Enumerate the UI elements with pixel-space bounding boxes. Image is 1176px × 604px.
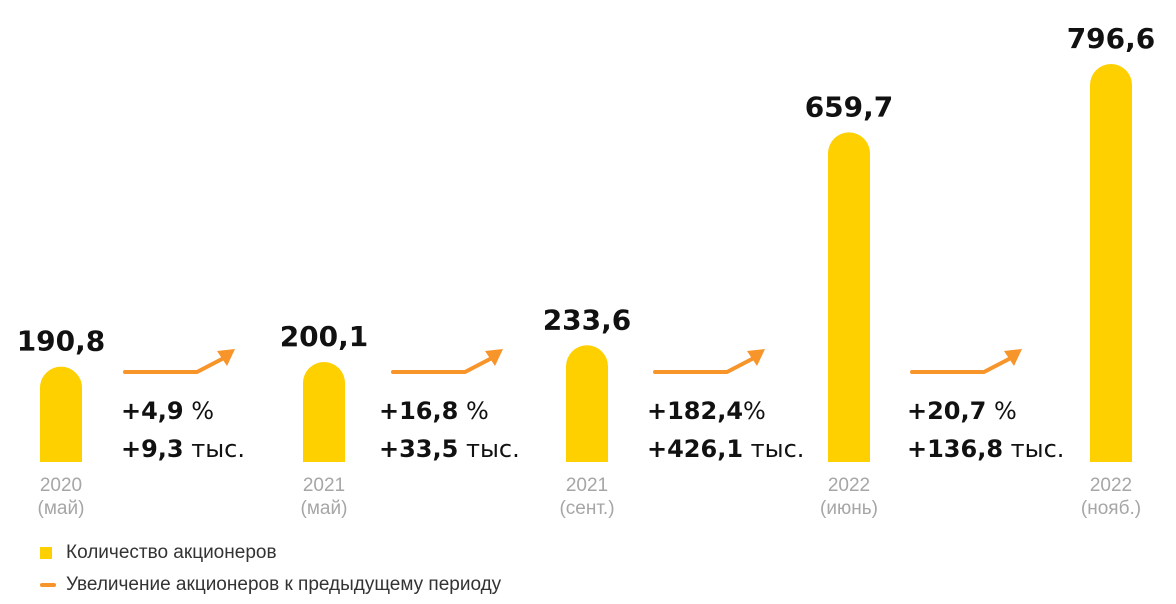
category-year-1: 2021 xyxy=(303,475,345,496)
legend-item-growth: Увеличение акционеров к предыдущему пери… xyxy=(40,572,501,598)
change-absolute-1: +33,5 тыс. xyxy=(379,435,520,463)
change-arrow-head-0 xyxy=(217,349,235,366)
value-label-4: 796,6 xyxy=(1067,22,1156,55)
legend-line-swatch xyxy=(40,583,56,587)
change-percent-unit-3: % xyxy=(986,397,1016,425)
bars-layer xyxy=(40,64,1132,462)
change-percent-value-0: +4,9 xyxy=(121,397,184,425)
change-arrow-line-0 xyxy=(123,357,224,374)
bar-4 xyxy=(1090,64,1132,462)
category-period-4: (нояб.) xyxy=(1081,498,1141,519)
legend-line-label: Увеличение акционеров к предыдущему пери… xyxy=(66,574,502,595)
change-percent-value-2: +182,4 xyxy=(647,397,743,425)
change-percent-3: +20,7 % xyxy=(907,397,1017,425)
change-absolute-3: +136,8 тыс. xyxy=(907,435,1064,463)
category-period-2: (сент.) xyxy=(559,498,614,519)
change-absolute-2: +426,1 тыс. xyxy=(647,435,804,463)
legend-bar-swatch xyxy=(40,547,52,559)
legend: Количество акционеров Увеличение акционе… xyxy=(40,540,501,604)
change-arrow-line-1 xyxy=(391,357,492,374)
value-label-3: 659,7 xyxy=(805,90,894,123)
legend-bar-label: Количество акционеров xyxy=(66,542,277,563)
category-year-3: 2022 xyxy=(828,475,870,496)
category-period-3: (июнь) xyxy=(820,498,878,519)
bar-2 xyxy=(566,345,608,462)
value-label-2: 233,6 xyxy=(543,303,632,336)
legend-item-bars: Количество акционеров xyxy=(40,540,501,566)
category-period-1: (май) xyxy=(301,498,348,519)
value-labels-layer: 190,8 200,1 233,6 659,7 796,6 xyxy=(17,22,1156,358)
category-year-2: 2021 xyxy=(566,475,608,496)
change-percent-2: +182,4% xyxy=(647,397,766,425)
change-absolute-unit-3: тыс. xyxy=(1003,435,1064,463)
change-labels-layer: +4,9 %+9,3 тыс.+16,8 %+33,5 тыс.+182,4%+… xyxy=(121,397,1064,463)
change-arrow-head-3 xyxy=(1004,349,1022,366)
change-percent-unit-1: % xyxy=(458,397,488,425)
change-absolute-unit-0: тыс. xyxy=(184,435,245,463)
change-percent-value-1: +16,8 xyxy=(379,397,458,425)
change-arrow-line-3 xyxy=(910,357,1011,374)
value-label-1: 200,1 xyxy=(280,320,369,353)
change-absolute-value-0: +9,3 xyxy=(121,435,184,463)
change-absolute-unit-2: тыс. xyxy=(743,435,804,463)
category-period-0: (май) xyxy=(38,498,85,519)
change-absolute-value-3: +136,8 xyxy=(907,435,1003,463)
change-arrow-head-1 xyxy=(485,349,503,366)
change-arrow-head-2 xyxy=(747,349,765,366)
category-year-0: 2020 xyxy=(40,475,82,496)
change-absolute-unit-1: тыс. xyxy=(458,435,519,463)
value-label-0: 190,8 xyxy=(17,325,106,358)
change-absolute-value-1: +33,5 xyxy=(379,435,458,463)
change-arrow-line-2 xyxy=(653,357,754,374)
change-percent-1: +16,8 % xyxy=(379,397,489,425)
bar-3 xyxy=(828,132,870,462)
bar-1 xyxy=(303,362,345,462)
change-percent-0: +4,9 % xyxy=(121,397,214,425)
change-absolute-0: +9,3 тыс. xyxy=(121,435,245,463)
change-percent-unit-0: % xyxy=(184,397,214,425)
category-labels-layer: 2020(май)2021(май)2021(сент.)2022(июнь)2… xyxy=(38,475,1142,519)
category-year-4: 2022 xyxy=(1090,475,1132,496)
change-percent-value-3: +20,7 xyxy=(907,397,986,425)
change-arrows-layer xyxy=(123,349,1022,374)
bar-0 xyxy=(40,366,82,462)
change-percent-unit-2: % xyxy=(743,397,766,425)
change-absolute-value-2: +426,1 xyxy=(647,435,743,463)
